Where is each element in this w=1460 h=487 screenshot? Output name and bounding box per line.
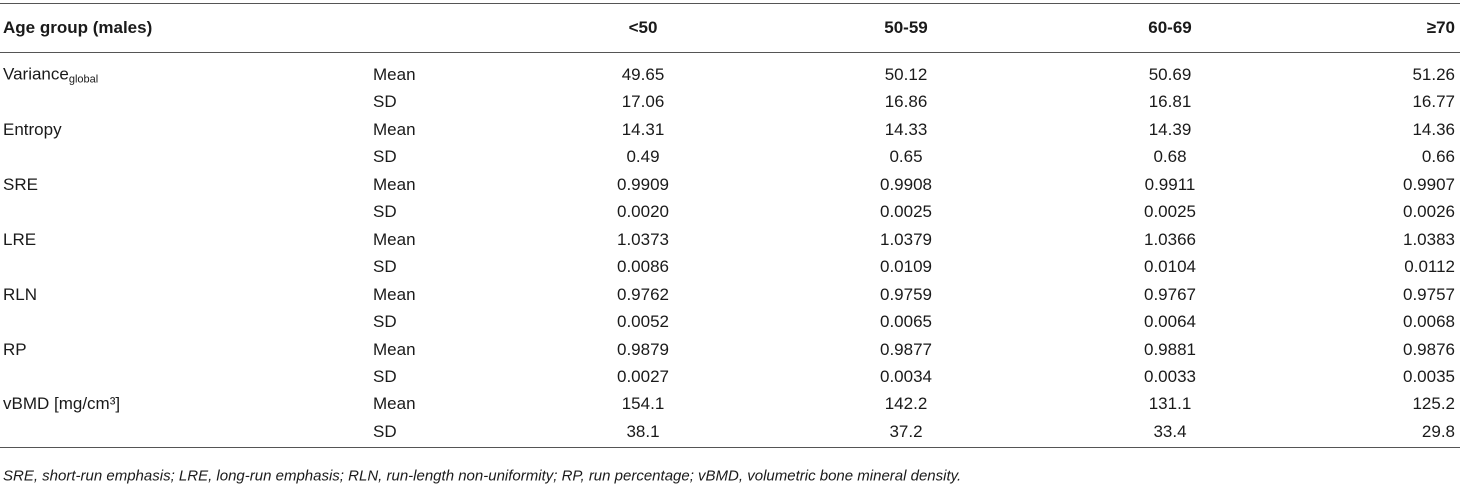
header-cell: Age group (males) [3,18,153,37]
value-cell: 14.39 [1148,119,1192,139]
value-cell: 0.0025 [1144,202,1196,222]
value-cell: 0.0027 [617,366,669,386]
stat-label: SD [373,421,397,441]
value-cell: 1.0379 [880,229,932,249]
value-cell: 0.0034 [880,366,932,386]
value-cell: 0.9767 [1144,284,1196,304]
stat-label: Mean [373,339,416,359]
value-cell: 0.0052 [617,312,669,332]
value-cell: 0.68 [1153,147,1187,167]
value-cell: 0.9757 [1403,284,1455,304]
stat-label: SD [373,366,397,386]
value-cell: 0.9759 [880,284,932,304]
value-cell: 0.0025 [880,202,932,222]
value-cell: 125.2 [1412,394,1455,414]
value-cell: 142.2 [884,394,928,414]
table-rule [0,3,1460,4]
value-cell: 0.0026 [1403,202,1455,222]
row-label: Entropy [3,119,62,139]
value-cell: 0.65 [889,147,923,167]
value-cell: 49.65 [621,65,665,84]
value-cell: 33.4 [1153,421,1187,441]
stat-label: SD [373,202,397,222]
row-label: SRE [3,174,38,194]
row-label: RP [3,339,27,359]
value-cell: 0.9876 [1403,339,1455,359]
value-cell: 16.81 [1148,92,1192,112]
header-cell: ≥70 [1426,18,1455,37]
row-label: Varianceglobal [3,64,99,86]
value-cell: 16.86 [884,92,928,112]
value-cell: 0.9879 [617,339,669,359]
value-cell: 0.0064 [1144,312,1196,332]
value-cell: 50.12 [884,65,928,84]
value-cell: 0.49 [626,147,660,167]
value-cell: 14.33 [884,119,928,139]
row-label: LRE [3,229,37,249]
value-cell: 0.0033 [1144,366,1196,386]
stat-label: SD [373,147,397,167]
value-cell: 0.9908 [880,174,932,194]
value-cell: 0.9907 [1403,174,1455,194]
stat-label: Mean [373,229,416,249]
stat-label: SD [373,92,397,112]
value-cell: 17.06 [621,92,665,112]
stat-label: SD [373,257,397,277]
value-cell: 0.0104 [1144,257,1196,277]
value-cell: 14.31 [621,119,665,139]
footnote: SRE, short-run emphasis; LRE, long-run e… [3,467,962,485]
value-cell: 0.9911 [1144,174,1196,194]
value-cell: 14.36 [1412,119,1455,139]
row-label: vBMD [mg/cm³] [3,394,121,414]
value-cell: 0.9909 [617,174,669,194]
header-cell: 50-59 [884,18,928,37]
value-cell: 50.69 [1148,65,1192,84]
header-cell: 60-69 [1148,18,1192,37]
value-cell: 37.2 [889,421,923,441]
stat-label: Mean [373,65,416,84]
value-cell: 0.0020 [617,202,669,222]
subscript: global [68,73,99,86]
value-cell: 0.9762 [617,284,669,304]
value-cell: 0.0035 [1403,366,1455,386]
value-cell: 1.0383 [1403,229,1455,249]
value-cell: 0.0109 [880,257,932,277]
value-cell: 154.1 [621,394,665,414]
stat-label: SD [373,312,397,332]
value-cell: 16.77 [1412,92,1455,112]
table-rule [0,447,1460,448]
table-rule [0,52,1460,53]
value-cell: 0.0065 [880,312,932,332]
row-label: RLN [3,284,38,304]
value-cell: 0.9877 [880,339,932,359]
value-cell: 51.26 [1412,65,1455,84]
value-cell: 131.1 [1148,394,1192,414]
value-cell: 0.9881 [1144,339,1196,359]
header-cell: <50 [628,18,658,37]
value-cell: 38.1 [626,421,660,441]
value-cell: 0.0086 [617,257,669,277]
value-cell: 29.8 [1421,421,1455,441]
value-cell: 0.66 [1421,147,1455,167]
value-cell: 0.0112 [1404,257,1455,277]
value-cell: 0.0068 [1403,312,1455,332]
value-cell: 1.0366 [1144,229,1196,249]
stat-label: Mean [373,174,416,194]
value-cell: 1.0373 [617,229,669,249]
stat-label: Mean [373,394,416,414]
stat-label: Mean [373,284,416,304]
stat-label: Mean [373,119,416,139]
